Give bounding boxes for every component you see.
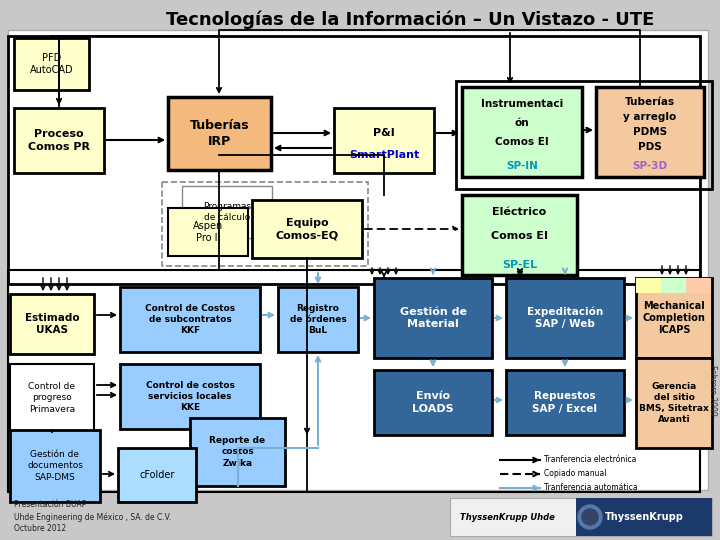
- Bar: [686, 278, 711, 293]
- Bar: [168, 97, 271, 170]
- Bar: [661, 278, 686, 293]
- Text: ón: ón: [515, 118, 529, 128]
- Text: Gestión de
documentos
SAP-DMS: Gestión de documentos SAP-DMS: [27, 450, 83, 482]
- Circle shape: [578, 505, 602, 529]
- Bar: [10, 430, 100, 502]
- Bar: [596, 87, 704, 177]
- Text: Comos EI: Comos EI: [495, 137, 549, 147]
- Text: Registro
de órdenes
BuL: Registro de órdenes BuL: [289, 304, 346, 335]
- Bar: [334, 108, 434, 173]
- Bar: [118, 448, 196, 502]
- Text: Tranferencia electrónica: Tranferencia electrónica: [544, 456, 636, 464]
- Text: Tuberías
IRP: Tuberías IRP: [189, 119, 249, 148]
- Text: ThyssenKrupp Uhde: ThyssenKrupp Uhde: [460, 512, 554, 522]
- Text: Gerencia
del sitio
BMS, Sitetrax
Avanti: Gerencia del sitio BMS, Sitetrax Avanti: [639, 382, 709, 424]
- Bar: [636, 278, 712, 358]
- Bar: [374, 278, 492, 358]
- Text: Aspen
Pro II: Aspen Pro II: [193, 221, 223, 243]
- Text: cFolder: cFolder: [139, 470, 175, 480]
- Bar: [10, 294, 94, 354]
- Text: Equipo
Comos-EQ: Equipo Comos-EQ: [276, 218, 338, 240]
- Circle shape: [582, 509, 598, 525]
- Text: Tuberías: Tuberías: [625, 97, 675, 107]
- Bar: [168, 208, 248, 256]
- Text: Comos EI: Comos EI: [491, 231, 548, 241]
- Text: PDS: PDS: [638, 143, 662, 152]
- Bar: [120, 287, 260, 352]
- Text: ThyssenKrupp: ThyssenKrupp: [605, 512, 683, 522]
- Text: P&I: P&I: [373, 127, 395, 138]
- Text: y arreglo: y arreglo: [624, 112, 677, 122]
- Bar: [162, 182, 368, 266]
- Text: Programas
de cálculo: Programas de cálculo: [203, 202, 251, 222]
- Text: Tranferencia automática: Tranferencia automática: [544, 483, 638, 492]
- Text: Mechanical
Completion
ICAPS: Mechanical Completion ICAPS: [642, 301, 706, 335]
- Text: Envío
LOADS: Envío LOADS: [412, 392, 454, 414]
- Text: Reporte de
costos
Zwika: Reporte de costos Zwika: [210, 436, 266, 468]
- Text: Copiado manual: Copiado manual: [544, 469, 606, 478]
- Text: SP-IN: SP-IN: [506, 161, 538, 171]
- Text: Proceso
Comos PR: Proceso Comos PR: [28, 129, 90, 152]
- Bar: [462, 87, 582, 177]
- Text: Control de costos
servicios locales
KKE: Control de costos servicios locales KKE: [145, 381, 235, 412]
- Text: PFD
AutoCAD: PFD AutoCAD: [30, 53, 73, 75]
- Bar: [636, 278, 661, 293]
- Text: Expeditación
SAP / Web: Expeditación SAP / Web: [527, 307, 603, 329]
- Bar: [462, 195, 577, 275]
- Text: SP-EL: SP-EL: [502, 260, 537, 271]
- Bar: [450, 498, 712, 536]
- Bar: [374, 370, 492, 435]
- Bar: [8, 36, 700, 284]
- Bar: [278, 287, 358, 352]
- Bar: [506, 370, 624, 435]
- Text: Repuestos
SAP / Excel: Repuestos SAP / Excel: [533, 392, 598, 414]
- Text: Febrero 2009: Febrero 2009: [708, 364, 716, 415]
- Bar: [576, 498, 712, 536]
- Bar: [14, 108, 104, 173]
- Bar: [10, 364, 94, 432]
- Bar: [14, 38, 89, 90]
- Bar: [636, 358, 712, 448]
- Bar: [190, 418, 285, 486]
- Text: SmartPlant: SmartPlant: [349, 150, 419, 160]
- Text: Tecnologías de la Información – Un Vistazo - UTE: Tecnologías de la Información – Un Vista…: [166, 11, 654, 29]
- Text: PDMS: PDMS: [633, 127, 667, 137]
- Text: Estimado
UKAS: Estimado UKAS: [24, 313, 79, 335]
- Bar: [252, 200, 362, 258]
- Bar: [8, 30, 708, 490]
- Bar: [506, 278, 624, 358]
- Bar: [456, 81, 712, 189]
- Bar: [182, 186, 272, 238]
- Text: Control de
progreso
Primavera: Control de progreso Primavera: [29, 382, 76, 414]
- Text: SP-3D: SP-3D: [632, 161, 667, 171]
- Text: Presentación BUAP
Uhde Engineering de México , SA. de C.V.
Octubre 2012: Presentación BUAP Uhde Engineering de Mé…: [14, 500, 171, 534]
- Text: Gestión de
Material: Gestión de Material: [400, 307, 467, 329]
- Text: Eléctrico: Eléctrico: [492, 207, 546, 217]
- Text: Instrumentaci: Instrumentaci: [481, 99, 563, 109]
- Bar: [8, 270, 700, 492]
- Bar: [120, 364, 260, 429]
- Text: Control de Costos
de subcontratos
KKF: Control de Costos de subcontratos KKF: [145, 304, 235, 335]
